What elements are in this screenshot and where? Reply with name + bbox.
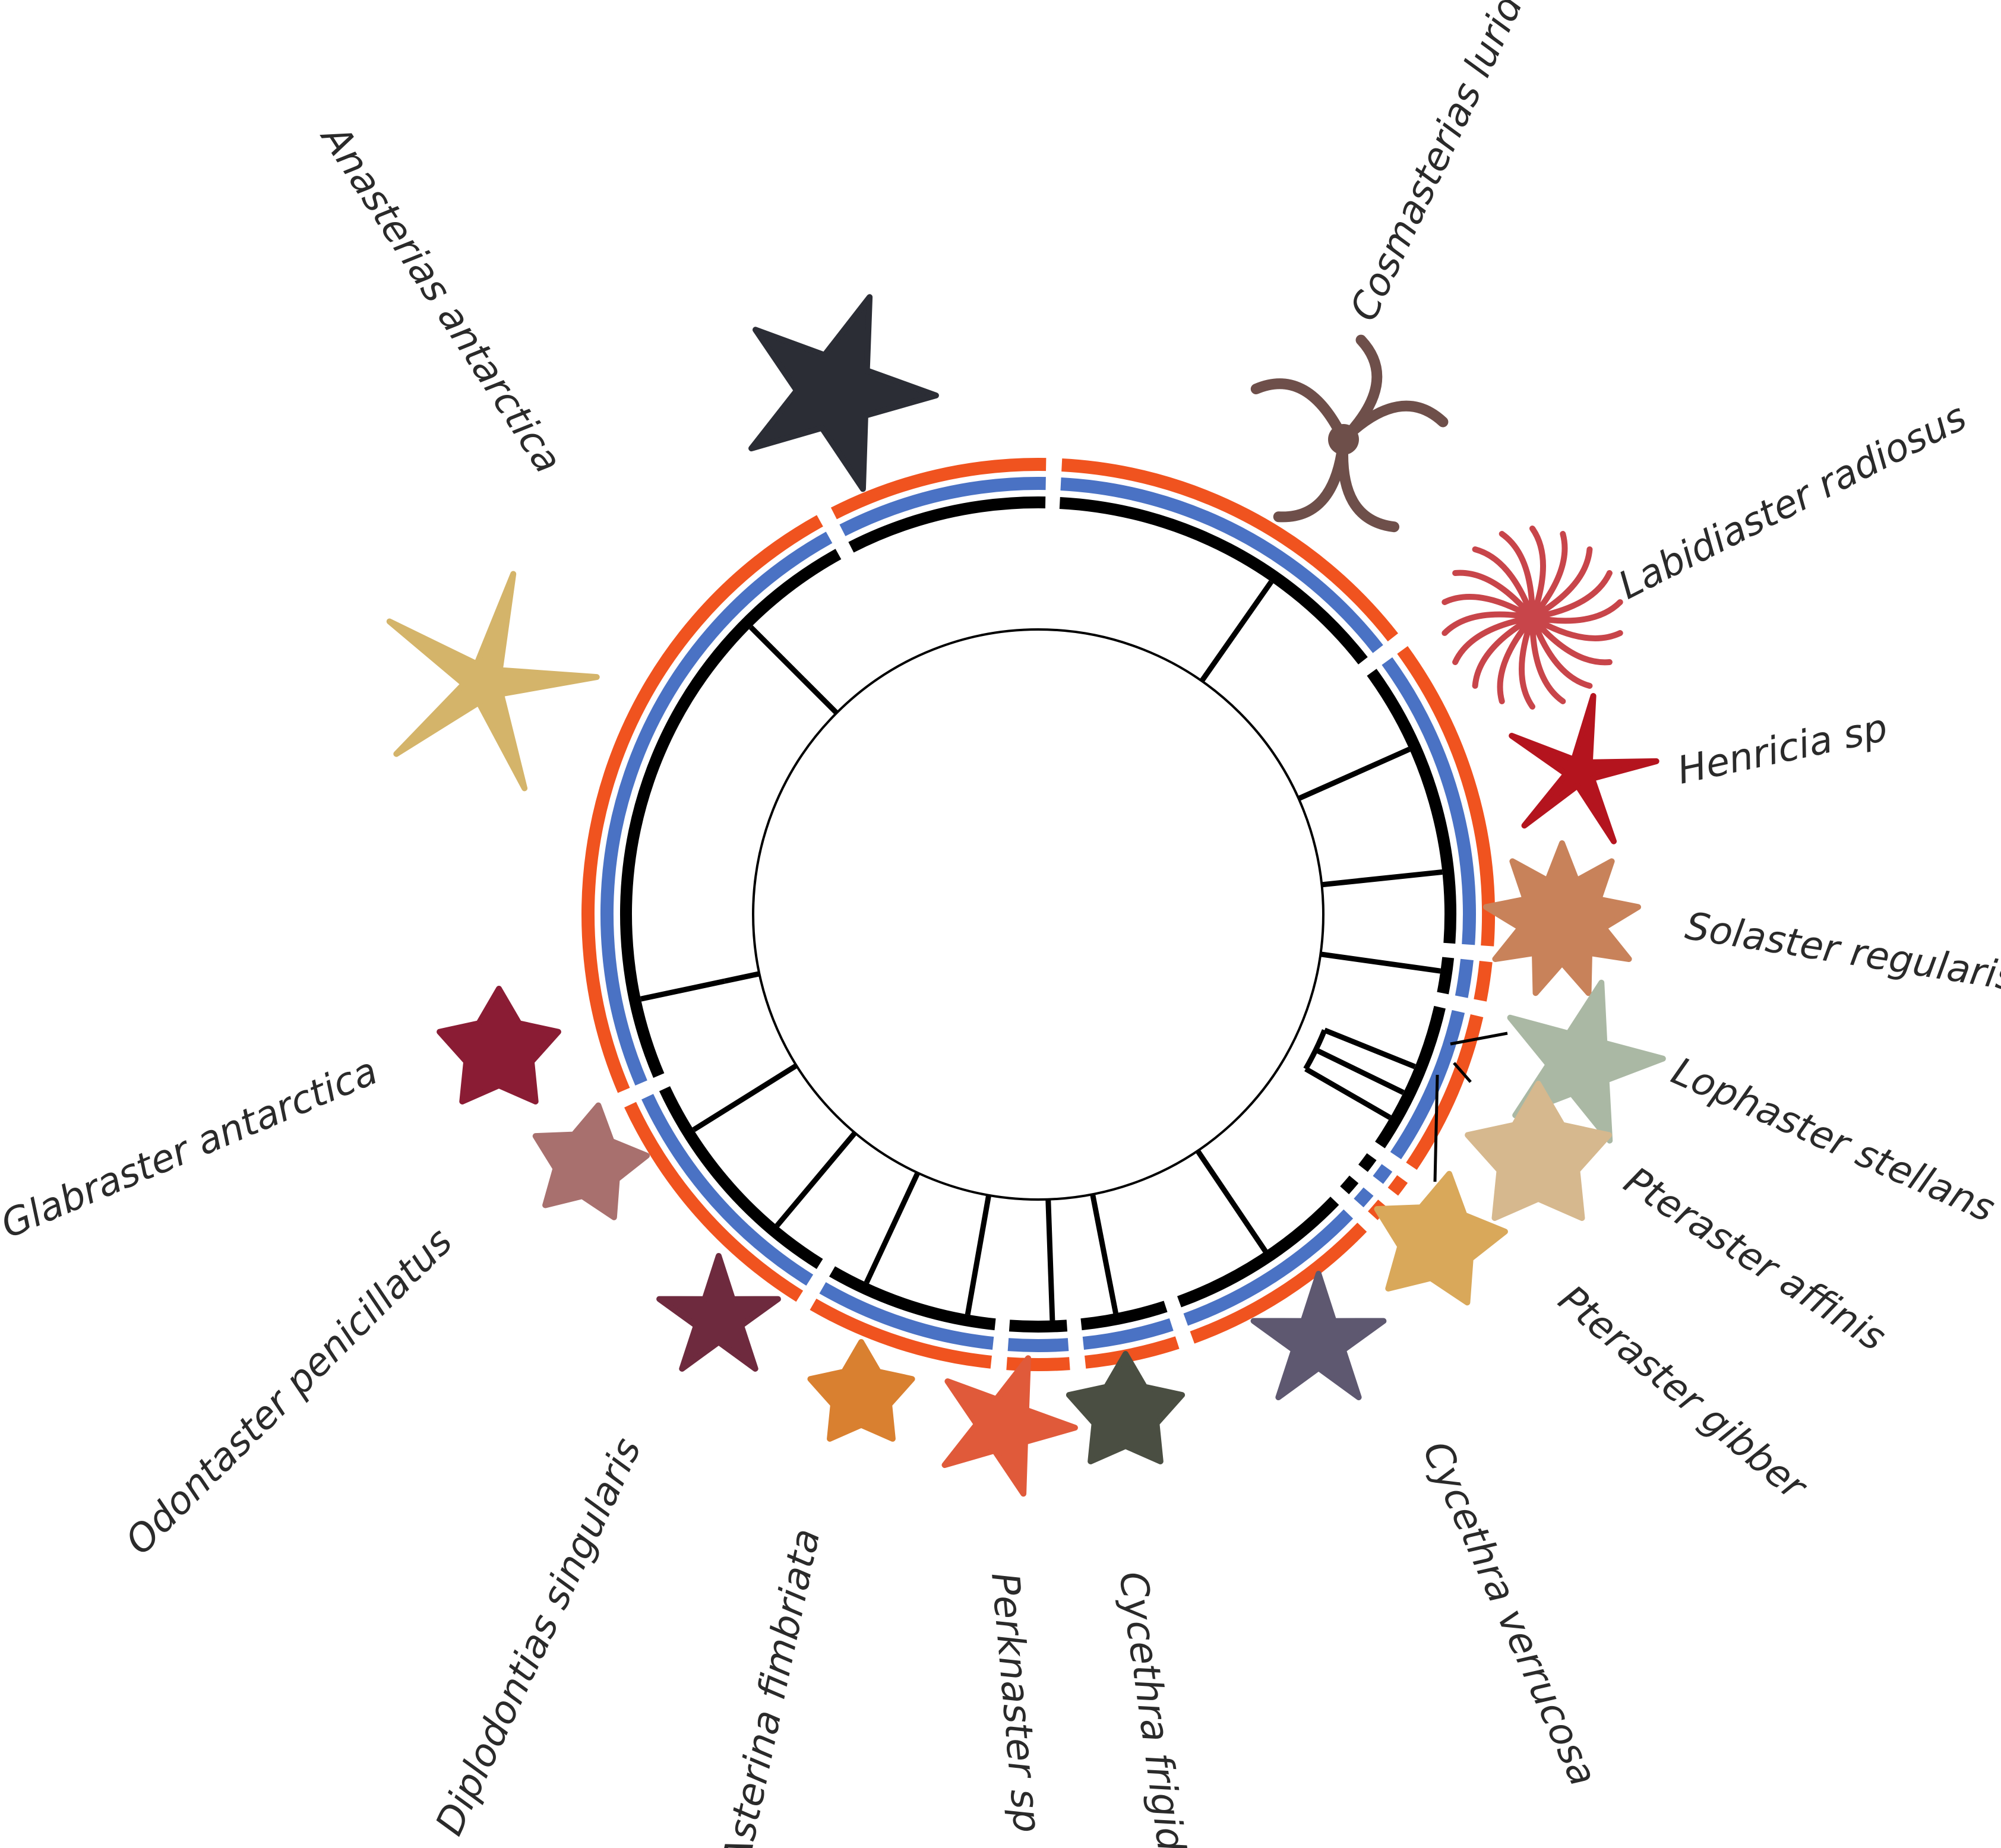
species-label-solaster: Solaster regularis bbox=[1682, 904, 2001, 1000]
tree-branch bbox=[1199, 580, 1274, 683]
orange-pentagon-starfish-icon bbox=[807, 1339, 915, 1442]
black-ring-segment bbox=[659, 1086, 823, 1269]
orange-ring-segment bbox=[1006, 1357, 1070, 1371]
orange-ring-segment bbox=[624, 1102, 804, 1302]
black-ring-segment bbox=[848, 496, 1046, 553]
orange-ring-segment bbox=[581, 515, 823, 1093]
tree-branch-connector bbox=[801, 677, 839, 715]
tree-branch bbox=[775, 1131, 857, 1227]
black-ring-segment bbox=[1340, 1175, 1359, 1195]
leader-line bbox=[1433, 1074, 1439, 1182]
orange-ring-segment bbox=[1406, 1014, 1484, 1170]
blue-ring-segment bbox=[1354, 1187, 1374, 1208]
blue-ring-segment bbox=[1373, 1164, 1393, 1184]
species-label-diplodontias: Diplodontias singularis bbox=[428, 1431, 650, 1841]
species-label-pteraster-affinis: Pteraster affinis bbox=[1616, 1159, 1893, 1360]
black-ring-segment bbox=[1375, 1005, 1446, 1148]
inner-backbone-circle bbox=[752, 628, 1324, 1201]
species-label-odontaster: Odontaster penicillatus bbox=[117, 1220, 461, 1564]
blue-ring-segment bbox=[1060, 477, 1383, 653]
black-ring-segment bbox=[1059, 497, 1368, 664]
tree-branch bbox=[692, 1063, 798, 1132]
species-label-cycethra-verrucosa: Cycethra verrucosa bbox=[1414, 1435, 1605, 1792]
orange-ring-segment bbox=[1190, 1222, 1367, 1344]
black-ring-segment bbox=[1080, 1300, 1168, 1331]
crimson-starfish-icon bbox=[437, 986, 561, 1105]
black-ring-segment bbox=[1367, 669, 1456, 944]
blue-ring-segment bbox=[600, 531, 833, 1086]
blue-ring-segment bbox=[1390, 1010, 1465, 1160]
maroon-starfish-icon bbox=[656, 1253, 781, 1372]
tree-branch bbox=[749, 625, 805, 682]
blue-ring-segment bbox=[1455, 958, 1474, 998]
tree-branch bbox=[1297, 746, 1411, 801]
black-ring-segment bbox=[620, 549, 842, 1078]
blue-ring-segment bbox=[1082, 1318, 1174, 1350]
tree-branch-connector bbox=[723, 971, 760, 984]
orange-ring-segment bbox=[810, 1298, 992, 1369]
orange-sun-starfish-icon bbox=[1483, 840, 1641, 996]
circular-tree bbox=[640, 580, 1508, 1321]
species-label-asterina: Asterina fimbriata bbox=[714, 1525, 829, 1848]
orange-ring-segment bbox=[1474, 961, 1493, 1002]
blue-ring-segment bbox=[1382, 657, 1476, 945]
leader-line bbox=[1450, 1031, 1508, 1046]
species-label-glabraster: Glabraster antarctica bbox=[0, 1049, 384, 1248]
species-label-pteraster-gibber: Pteraster gibber bbox=[1550, 1277, 1816, 1510]
tree-branch bbox=[1304, 1067, 1392, 1120]
grey-purple-starfish-icon bbox=[1250, 1271, 1387, 1400]
pink-starfish-icon bbox=[532, 1102, 650, 1220]
tree-branch bbox=[1321, 869, 1443, 888]
orange-ring-segment bbox=[1397, 646, 1495, 947]
species-label-perknaster: Perknaster sp bbox=[982, 1571, 1049, 1834]
blue-ring-segment bbox=[1183, 1209, 1354, 1326]
tree-branch bbox=[1090, 1194, 1118, 1314]
red-slender-starfish-icon bbox=[1509, 693, 1659, 844]
orange-ring-segment bbox=[1387, 1175, 1408, 1196]
blue-ring-segment bbox=[819, 1282, 994, 1350]
tree-branch bbox=[1045, 1199, 1055, 1321]
tree-branch bbox=[640, 978, 725, 1002]
orange-red-starfish-icon bbox=[941, 1355, 1078, 1497]
yellow-cushion-starfish-icon bbox=[1374, 1170, 1508, 1306]
black-ring-segment bbox=[1009, 1319, 1068, 1333]
species-icons bbox=[386, 294, 1666, 1497]
tree-branch bbox=[965, 1194, 992, 1315]
tree-branch bbox=[1195, 1149, 1268, 1253]
tree-branch bbox=[864, 1172, 921, 1284]
dark-grey-starfish-icon bbox=[748, 294, 939, 492]
black-ring-segment bbox=[1358, 1153, 1377, 1172]
blue-ring-segment bbox=[839, 477, 1046, 536]
red-many-armed-starfish-icon bbox=[1442, 526, 1623, 710]
tan-cushion-starfish-icon bbox=[1465, 1081, 1612, 1222]
brown-curled-starfish-icon bbox=[1250, 334, 1449, 533]
black-ring-segment bbox=[829, 1266, 996, 1331]
ring-bands bbox=[581, 458, 1495, 1371]
olive-cushion-starfish-icon bbox=[1066, 1351, 1186, 1464]
leader-line bbox=[1453, 1062, 1472, 1083]
species-label-cosmasterias: Cosmasterias lurida bbox=[1342, 0, 1541, 328]
black-ring-segment bbox=[1177, 1197, 1339, 1308]
black-ring-segment bbox=[1437, 957, 1455, 995]
blue-ring-segment bbox=[641, 1094, 814, 1286]
orange-ring-segment bbox=[830, 458, 1047, 520]
species-label-labidiaster: Labidiaster radiosus bbox=[1612, 395, 1974, 608]
orange-ring-segment bbox=[1061, 458, 1398, 642]
species-label-cycethra-frigida: Cycethra frigida bbox=[1110, 1569, 1196, 1848]
tree-cluster-arc bbox=[1303, 1029, 1327, 1071]
species-label-anasterias: Anasterias antarctica bbox=[311, 116, 570, 481]
species-label-henricia: Henricia sp bbox=[1674, 706, 1891, 793]
tree-branch bbox=[1323, 1027, 1416, 1069]
tree-branch bbox=[1314, 1047, 1405, 1095]
species-label-lophaster: Lophaster stellans bbox=[1665, 1049, 2001, 1231]
blue-ring-segment bbox=[1007, 1338, 1069, 1352]
yellow-starfish-icon bbox=[386, 571, 600, 792]
orange-ring-segment bbox=[1085, 1336, 1180, 1369]
tree-branch bbox=[1320, 951, 1441, 974]
